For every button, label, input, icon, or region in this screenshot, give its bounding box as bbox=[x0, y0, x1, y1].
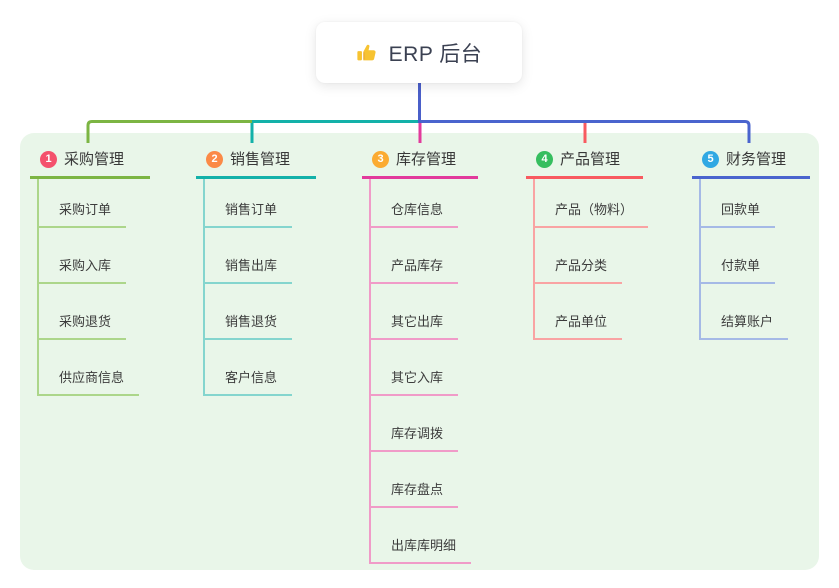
mindmap-node[interactable]: 客户信息 bbox=[205, 340, 293, 396]
mindmap-node[interactable]: 库存调拨 bbox=[371, 396, 459, 452]
branch-header[interactable]: 2 销售管理 bbox=[196, 149, 316, 179]
branch-number-badge: 2 bbox=[206, 151, 223, 168]
branch-3: 3 库存管理仓库信息 产品库存 其它出库 其它入库 库存调拨 库存盘点 出库库明细 bbox=[362, 149, 478, 564]
branch-1: 1 采购管理采购订单 采购入库 采购退货 供应商信息 bbox=[30, 149, 150, 396]
branch-header[interactable]: 3 库存管理 bbox=[362, 149, 478, 179]
mindmap-node[interactable]: 产品单位 bbox=[535, 284, 623, 340]
mindmap-node[interactable]: 供应商信息 bbox=[39, 340, 140, 396]
branch-children: 销售订单 销售出库 销售退货 客户信息 bbox=[203, 179, 293, 396]
mindmap-node[interactable]: 出库库明细 bbox=[371, 508, 472, 564]
branch-label: 产品管理 bbox=[560, 151, 621, 168]
branches-panel bbox=[20, 133, 819, 570]
mindmap-node[interactable]: 产品分类 bbox=[535, 228, 623, 284]
branch-label: 财务管理 bbox=[726, 151, 787, 168]
mindmap-node[interactable]: 结算账户 bbox=[701, 284, 789, 340]
mindmap-node[interactable]: 销售出库 bbox=[205, 228, 293, 284]
branch-5: 5 财务管理回款单 付款单 结算账户 bbox=[692, 149, 810, 340]
branch-number-badge: 5 bbox=[702, 151, 719, 168]
root-node[interactable]: ERP 后台 bbox=[316, 22, 522, 83]
mindmap-node[interactable]: 销售订单 bbox=[205, 179, 293, 228]
mindmap-node[interactable]: 回款单 bbox=[701, 179, 776, 228]
branch-children: 采购订单 采购入库 采购退货 供应商信息 bbox=[37, 179, 140, 396]
mindmap-node[interactable]: 采购订单 bbox=[39, 179, 127, 228]
mindmap-node[interactable]: 采购退货 bbox=[39, 284, 127, 340]
branch-number-badge: 4 bbox=[536, 151, 553, 168]
branch-number-badge: 3 bbox=[372, 151, 389, 168]
thumbs-up-icon bbox=[357, 44, 376, 60]
mindmap-node[interactable]: 其它入库 bbox=[371, 340, 459, 396]
mindmap-node[interactable]: 仓库信息 bbox=[371, 179, 459, 228]
root-title: ERP 后台 bbox=[388, 42, 483, 66]
branch-children: 仓库信息 产品库存 其它出库 其它入库 库存调拨 库存盘点 出库库明细 bbox=[369, 179, 472, 564]
mindmap-node[interactable]: 付款单 bbox=[701, 228, 776, 284]
branch-header[interactable]: 1 采购管理 bbox=[30, 149, 150, 179]
mindmap-node[interactable]: 采购入库 bbox=[39, 228, 127, 284]
mindmap-node[interactable]: 产品（物料） bbox=[535, 179, 649, 228]
mindmap-node[interactable]: 其它出库 bbox=[371, 284, 459, 340]
branch-children: 产品（物料） 产品分类 产品单位 bbox=[533, 179, 649, 340]
branch-label: 库存管理 bbox=[396, 151, 457, 168]
branch-4: 4 产品管理产品（物料） 产品分类 产品单位 bbox=[526, 149, 649, 340]
branch-number-badge: 1 bbox=[40, 151, 57, 168]
branch-label: 采购管理 bbox=[64, 151, 125, 168]
branch-header[interactable]: 5 财务管理 bbox=[692, 149, 810, 179]
branch-header[interactable]: 4 产品管理 bbox=[526, 149, 643, 179]
branch-children: 回款单 付款单 结算账户 bbox=[699, 179, 789, 340]
branch-label: 销售管理 bbox=[230, 151, 291, 168]
mindmap-node[interactable]: 库存盘点 bbox=[371, 452, 459, 508]
branch-2: 2 销售管理销售订单 销售出库 销售退货 客户信息 bbox=[196, 149, 316, 396]
mindmap-node[interactable]: 产品库存 bbox=[371, 228, 459, 284]
mindmap-node[interactable]: 销售退货 bbox=[205, 284, 293, 340]
